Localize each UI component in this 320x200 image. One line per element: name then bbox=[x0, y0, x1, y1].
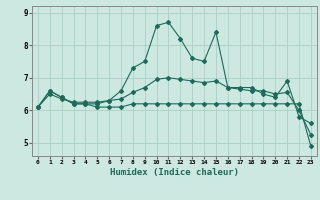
X-axis label: Humidex (Indice chaleur): Humidex (Indice chaleur) bbox=[110, 168, 239, 177]
